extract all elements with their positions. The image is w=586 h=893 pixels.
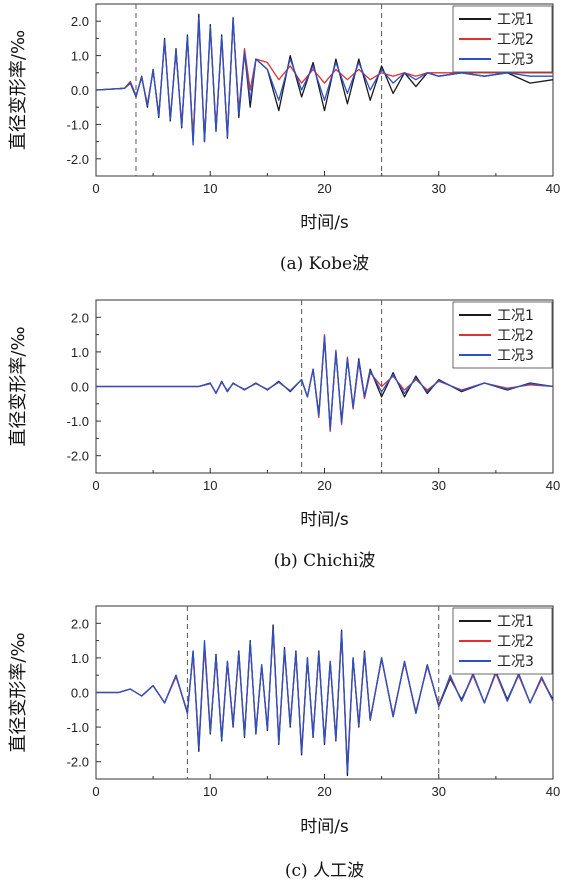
legend-label-1: 工况1 xyxy=(497,308,534,324)
x-tick-label: 20 xyxy=(317,784,331,799)
y-tick-label: 0.0 xyxy=(71,83,89,98)
series-line-3 xyxy=(96,335,554,431)
panel-caption: (a) Kobe波 xyxy=(280,254,369,274)
y-axis-label: 直径变形率/‰ xyxy=(8,326,29,446)
panel-caption: (b) Chichi波 xyxy=(274,551,376,571)
y-tick-label: 0.0 xyxy=(71,380,89,395)
panel-caption: (c) 人工波 xyxy=(285,861,364,881)
legend-label-2: 工况2 xyxy=(497,634,534,650)
y-tick-label: -2.0 xyxy=(67,449,89,464)
x-tick-label: 10 xyxy=(203,181,217,196)
x-tick-label: 40 xyxy=(546,478,560,493)
x-axis-label: 时间/s xyxy=(300,510,349,530)
chart-panel-1: 0 10 20 30 40 2.0 1.0 0.0 -1.0 -2.0 工况1 工况2 工况3 直径变形率… xyxy=(8,3,560,274)
y-tick-label: 1.0 xyxy=(71,651,89,666)
x-tick-label: 10 xyxy=(203,478,217,493)
y-tick-label: -1.0 xyxy=(67,117,89,132)
legend-label-3: 工况3 xyxy=(497,654,534,670)
y-tick-label: 2.0 xyxy=(71,14,89,29)
series-line-3 xyxy=(96,627,554,773)
y-tick-label: 1.0 xyxy=(71,345,89,360)
x-tick-label: 0 xyxy=(92,181,99,196)
x-tick-label: 10 xyxy=(203,784,217,799)
legend-label-2: 工况2 xyxy=(497,32,534,48)
legend-label-2: 工况2 xyxy=(497,328,534,344)
x-tick-label: 30 xyxy=(432,478,446,493)
y-tick-label: -2.0 xyxy=(67,755,89,770)
x-tick-label: 20 xyxy=(317,478,331,493)
y-tick-label: 2.0 xyxy=(71,310,89,325)
x-tick-label: 30 xyxy=(432,181,446,196)
x-tick-label: 30 xyxy=(432,784,446,799)
chart-panel-2: 0 10 20 30 40 2.0 1.0 0.0 -1.0 -2.0 工况1 工况2 工况3 直径变形率… xyxy=(8,299,560,571)
y-tick-label: 0.0 xyxy=(71,686,89,701)
y-axis-label: 直径变形率/‰ xyxy=(8,30,29,150)
x-tick-label: 20 xyxy=(317,181,331,196)
y-tick-label: 1.0 xyxy=(71,49,89,64)
series-line-3 xyxy=(95,17,553,146)
y-tick-label: -2.0 xyxy=(67,152,89,167)
legend-label-3: 工况3 xyxy=(497,52,534,68)
x-axis-label: 时间/s xyxy=(300,817,349,837)
y-tick-label: -1.0 xyxy=(67,720,89,735)
legend-label-1: 工况1 xyxy=(497,12,534,28)
x-tick-label: 40 xyxy=(546,181,560,196)
y-tick-label: -1.0 xyxy=(67,414,89,429)
x-tick-label: 0 xyxy=(92,784,99,799)
chart-panel-3: 0 10 20 30 40 2.0 1.0 0.0 -1.0 -2.0 工况1 工况2 工况3 直径变形率… xyxy=(8,605,560,881)
x-tick-label: 0 xyxy=(92,478,99,493)
x-axis-label: 时间/s xyxy=(300,213,349,233)
x-tick-label: 40 xyxy=(546,784,560,799)
legend-label-3: 工况3 xyxy=(497,348,534,364)
y-tick-label: 2.0 xyxy=(71,616,89,631)
legend-label-1: 工况1 xyxy=(497,614,534,630)
y-axis-label: 直径变形率/‰ xyxy=(8,632,29,752)
